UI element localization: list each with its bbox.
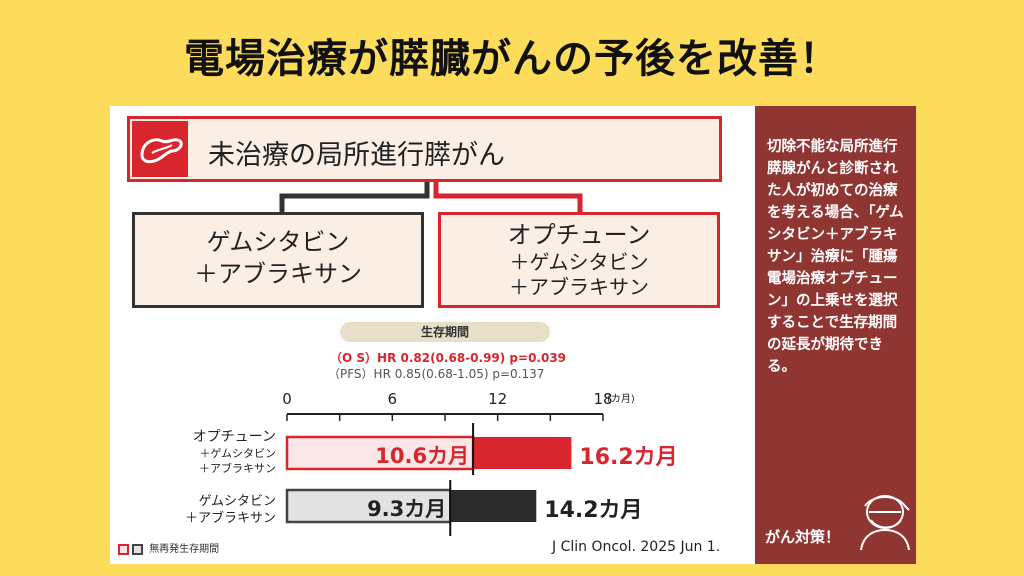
pfs-bar-control: [285, 488, 452, 524]
category-a-label: オプチューン ＋ゲムシタビン ＋アブラキサン: [150, 428, 276, 476]
arm-b-line1: オプチューン: [507, 221, 651, 249]
x-unit-label: (カ月): [607, 393, 635, 405]
arm-a-line2: ＋アブラキサン: [194, 260, 362, 288]
sidebar-text: 切除不能な局所進行膵腺がんと診断された人が初めての治療を考える場合、「ゲムシタビ…: [767, 139, 904, 375]
top-box-label: 未治療の局所進行膵がん: [208, 140, 505, 171]
category-a-sub1: ＋ゲムシタビン: [199, 447, 276, 460]
os-b-data-label: 14.2カ月: [544, 498, 643, 523]
pfs-bar-optune: [285, 435, 475, 471]
x-tick-label: 18: [593, 390, 612, 408]
doctor-mascot-icon: [860, 495, 910, 551]
os-a-data-label: 16.2カ月: [579, 445, 678, 470]
category-a-main: オプチューン: [192, 429, 276, 445]
citation: J Clin Oncol. 2025 Jun 1.: [552, 539, 721, 555]
pancreas-icon: [132, 121, 188, 177]
os-bar-optune: [473, 437, 572, 469]
legend-swatch-red: [118, 543, 129, 555]
section-label: 生存期間: [340, 322, 550, 342]
category-b-sub1: ＋アブラキサン: [184, 511, 276, 526]
sidebar-footer: がん対策！: [765, 528, 841, 546]
arm-a-text: ゲムシタビン ＋アブラキサン: [132, 226, 424, 290]
chart-legend: 無再発生存期間: [118, 540, 219, 555]
page-title: 電場治療が膵臓がんの予後を改善！: [184, 36, 840, 82]
top-box: [127, 116, 722, 182]
pfs-a-data-label: 10.6カ月: [375, 444, 470, 468]
category-b-label: ゲムシタビン ＋アブラキサン: [150, 493, 276, 527]
sidebar: 切除不能な局所進行膵腺がんと診断された人が初めての治療を考える場合、「ゲムシタビ…: [755, 106, 916, 564]
os-stat: （O S）HR 0.82(0.68-0.99) p=0.039: [330, 351, 567, 365]
pfs-b-data-label: 9.3カ月: [367, 497, 447, 521]
category-a-sub2: ＋アブラキサン: [199, 462, 276, 475]
x-tick-label: 6: [388, 390, 398, 408]
x-tick-label: 0: [282, 390, 292, 408]
legend-swatch-gray: [132, 543, 143, 555]
arm-a-box: [132, 212, 424, 308]
arm-b-text: オプチューン ＋ゲムシタビン ＋アブラキサン: [438, 220, 720, 300]
category-b-main: ゲムシタビン: [198, 494, 276, 509]
pfs-stat: （PFS）HR 0.85(0.68-1.05) p=0.137: [328, 367, 545, 381]
arm-b-line2: ＋ゲムシタビン: [509, 250, 649, 274]
legend-label: 無再発生存期間: [149, 544, 220, 555]
os-bar-control: [450, 490, 537, 522]
x-tick-label: 12: [488, 390, 507, 408]
arm-b-box: [438, 212, 720, 308]
arm-a-line1: ゲムシタビン: [206, 228, 350, 256]
arm-b-line3: ＋アブラキサン: [509, 275, 649, 299]
